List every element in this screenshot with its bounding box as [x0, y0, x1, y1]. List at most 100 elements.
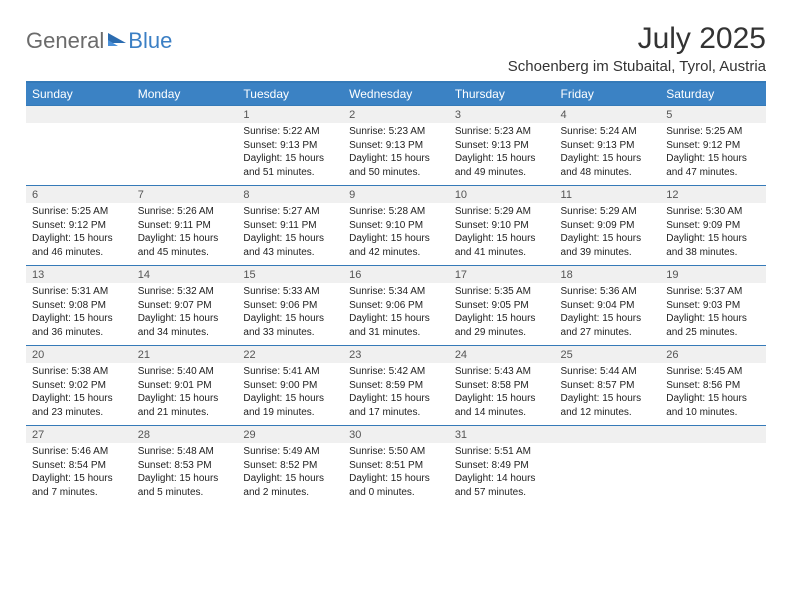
info-cell: Sunrise: 5:43 AMSunset: 8:58 PMDaylight:…: [449, 363, 555, 426]
info-cell: Sunrise: 5:42 AMSunset: 8:59 PMDaylight:…: [343, 363, 449, 426]
date-cell: [132, 106, 238, 124]
date-cell: 29: [237, 426, 343, 444]
date-cell: 7: [132, 186, 238, 204]
info-cell: Sunrise: 5:26 AMSunset: 9:11 PMDaylight:…: [132, 203, 238, 266]
date-cell: 25: [555, 346, 661, 364]
info-cell: Sunrise: 5:25 AMSunset: 9:12 PMDaylight:…: [26, 203, 132, 266]
date-row: 20212223242526: [26, 346, 766, 364]
date-cell: 14: [132, 266, 238, 284]
info-cell: Sunrise: 5:40 AMSunset: 9:01 PMDaylight:…: [132, 363, 238, 426]
calendar-table: SundayMondayTuesdayWednesdayThursdayFrid…: [26, 83, 766, 505]
date-cell: 18: [555, 266, 661, 284]
date-cell: 24: [449, 346, 555, 364]
date-cell: 23: [343, 346, 449, 364]
info-cell: Sunrise: 5:31 AMSunset: 9:08 PMDaylight:…: [26, 283, 132, 346]
date-cell: 3: [449, 106, 555, 124]
info-cell: Sunrise: 5:46 AMSunset: 8:54 PMDaylight:…: [26, 443, 132, 505]
info-cell: Sunrise: 5:32 AMSunset: 9:07 PMDaylight:…: [132, 283, 238, 346]
date-cell: 1: [237, 106, 343, 124]
date-cell: 22: [237, 346, 343, 364]
info-cell: Sunrise: 5:37 AMSunset: 9:03 PMDaylight:…: [660, 283, 766, 346]
date-cell: 28: [132, 426, 238, 444]
info-row: Sunrise: 5:22 AMSunset: 9:13 PMDaylight:…: [26, 123, 766, 186]
date-cell: 6: [26, 186, 132, 204]
day-header: Tuesday: [237, 83, 343, 106]
date-cell: 13: [26, 266, 132, 284]
date-cell: 2: [343, 106, 449, 124]
date-cell: 16: [343, 266, 449, 284]
info-cell: Sunrise: 5:23 AMSunset: 9:13 PMDaylight:…: [343, 123, 449, 186]
info-cell: Sunrise: 5:33 AMSunset: 9:06 PMDaylight:…: [237, 283, 343, 346]
day-header: Thursday: [449, 83, 555, 106]
info-cell: Sunrise: 5:41 AMSunset: 9:00 PMDaylight:…: [237, 363, 343, 426]
date-cell: 17: [449, 266, 555, 284]
info-row: Sunrise: 5:38 AMSunset: 9:02 PMDaylight:…: [26, 363, 766, 426]
page-header: General Blue July 2025 Schoenberg im Stu…: [26, 22, 766, 75]
info-cell: Sunrise: 5:25 AMSunset: 9:12 PMDaylight:…: [660, 123, 766, 186]
title-block: July 2025 Schoenberg im Stubaital, Tyrol…: [508, 22, 766, 75]
date-cell: 9: [343, 186, 449, 204]
info-cell: Sunrise: 5:45 AMSunset: 8:56 PMDaylight:…: [660, 363, 766, 426]
info-cell: Sunrise: 5:44 AMSunset: 8:57 PMDaylight:…: [555, 363, 661, 426]
info-row: Sunrise: 5:46 AMSunset: 8:54 PMDaylight:…: [26, 443, 766, 505]
date-row: 13141516171819: [26, 266, 766, 284]
info-cell: Sunrise: 5:29 AMSunset: 9:10 PMDaylight:…: [449, 203, 555, 266]
info-cell: Sunrise: 5:29 AMSunset: 9:09 PMDaylight:…: [555, 203, 661, 266]
info-cell: Sunrise: 5:48 AMSunset: 8:53 PMDaylight:…: [132, 443, 238, 505]
date-cell: 12: [660, 186, 766, 204]
month-title: July 2025: [508, 22, 766, 56]
date-cell: 30: [343, 426, 449, 444]
logo-text-2: Blue: [128, 28, 172, 54]
info-cell: Sunrise: 5:49 AMSunset: 8:52 PMDaylight:…: [237, 443, 343, 505]
info-cell: Sunrise: 5:34 AMSunset: 9:06 PMDaylight:…: [343, 283, 449, 346]
date-cell: 31: [449, 426, 555, 444]
calendar-head: SundayMondayTuesdayWednesdayThursdayFrid…: [26, 83, 766, 106]
date-cell: 26: [660, 346, 766, 364]
date-row: 12345: [26, 106, 766, 124]
info-cell: [132, 123, 238, 186]
day-header: Saturday: [660, 83, 766, 106]
date-cell: 21: [132, 346, 238, 364]
date-cell: [555, 426, 661, 444]
info-cell: [26, 123, 132, 186]
date-cell: 27: [26, 426, 132, 444]
day-header: Monday: [132, 83, 238, 106]
info-cell: Sunrise: 5:35 AMSunset: 9:05 PMDaylight:…: [449, 283, 555, 346]
day-header: Wednesday: [343, 83, 449, 106]
info-cell: Sunrise: 5:24 AMSunset: 9:13 PMDaylight:…: [555, 123, 661, 186]
date-cell: 5: [660, 106, 766, 124]
date-row: 2728293031: [26, 426, 766, 444]
date-cell: 11: [555, 186, 661, 204]
date-cell: 20: [26, 346, 132, 364]
calendar-page: General Blue July 2025 Schoenberg im Stu…: [0, 0, 792, 505]
info-row: Sunrise: 5:31 AMSunset: 9:08 PMDaylight:…: [26, 283, 766, 346]
day-header: Sunday: [26, 83, 132, 106]
date-cell: 8: [237, 186, 343, 204]
date-cell: 10: [449, 186, 555, 204]
logo-text-1: General: [26, 28, 104, 54]
date-cell: 19: [660, 266, 766, 284]
date-cell: 15: [237, 266, 343, 284]
logo: General Blue: [26, 28, 172, 54]
date-row: 6789101112: [26, 186, 766, 204]
info-cell: Sunrise: 5:28 AMSunset: 9:10 PMDaylight:…: [343, 203, 449, 266]
info-cell: Sunrise: 5:50 AMSunset: 8:51 PMDaylight:…: [343, 443, 449, 505]
date-cell: [26, 106, 132, 124]
info-cell: [555, 443, 661, 505]
info-row: Sunrise: 5:25 AMSunset: 9:12 PMDaylight:…: [26, 203, 766, 266]
logo-triangle-icon: [108, 33, 126, 43]
info-cell: Sunrise: 5:51 AMSunset: 8:49 PMDaylight:…: [449, 443, 555, 505]
info-cell: Sunrise: 5:30 AMSunset: 9:09 PMDaylight:…: [660, 203, 766, 266]
day-header-row: SundayMondayTuesdayWednesdayThursdayFrid…: [26, 83, 766, 106]
info-cell: Sunrise: 5:36 AMSunset: 9:04 PMDaylight:…: [555, 283, 661, 346]
info-cell: Sunrise: 5:27 AMSunset: 9:11 PMDaylight:…: [237, 203, 343, 266]
info-cell: Sunrise: 5:22 AMSunset: 9:13 PMDaylight:…: [237, 123, 343, 186]
date-cell: 4: [555, 106, 661, 124]
info-cell: Sunrise: 5:23 AMSunset: 9:13 PMDaylight:…: [449, 123, 555, 186]
calendar-body: 12345Sunrise: 5:22 AMSunset: 9:13 PMDayl…: [26, 106, 766, 506]
info-cell: [660, 443, 766, 505]
location-text: Schoenberg im Stubaital, Tyrol, Austria: [508, 58, 766, 75]
day-header: Friday: [555, 83, 661, 106]
date-cell: [660, 426, 766, 444]
info-cell: Sunrise: 5:38 AMSunset: 9:02 PMDaylight:…: [26, 363, 132, 426]
